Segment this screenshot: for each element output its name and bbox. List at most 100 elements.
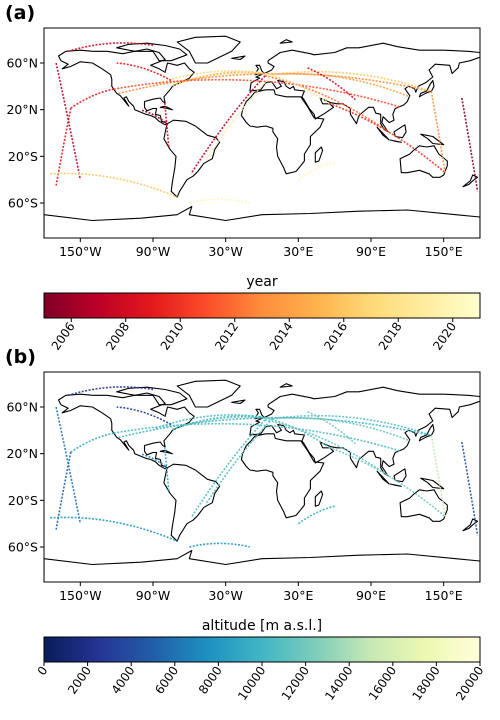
colorbar-tick-label: 2020 xyxy=(430,320,459,353)
colorbar-tick-label: 8000 xyxy=(196,664,225,697)
coastline xyxy=(399,145,448,178)
colorbar-tick-label: 2006 xyxy=(49,320,78,353)
coastline xyxy=(44,205,480,238)
colorbar-tick-label: 2012 xyxy=(212,320,241,353)
colorbar-tick-label: 6000 xyxy=(152,664,181,697)
coastline xyxy=(418,423,435,442)
coastline xyxy=(314,146,324,163)
colorbar-tick-label: 10000 xyxy=(235,664,268,703)
flight-track xyxy=(272,414,432,437)
coastline xyxy=(279,383,293,388)
colorbar-tick-label: 12000 xyxy=(279,664,312,703)
colorbar-tick-label: 2010 xyxy=(158,320,187,353)
coastline xyxy=(163,119,221,198)
coastline xyxy=(240,433,325,519)
x-tick-label: 150°W xyxy=(59,244,101,259)
flight-track xyxy=(155,414,262,429)
coastline xyxy=(462,174,479,188)
y-tick-label: 20°S xyxy=(8,493,38,508)
coastline xyxy=(44,549,480,582)
flight-track xyxy=(67,42,154,53)
coastline xyxy=(116,386,188,406)
coastline xyxy=(249,386,480,477)
flight-track xyxy=(307,411,356,445)
coastline xyxy=(163,463,221,542)
colorbar-tick-label: 18000 xyxy=(409,664,442,703)
x-tick-label: 150°W xyxy=(59,588,101,603)
flight-track xyxy=(50,172,178,198)
coastline xyxy=(116,42,188,62)
flight-track xyxy=(172,72,273,87)
flight-track xyxy=(461,441,479,536)
x-tick-label: 90°E xyxy=(356,244,386,259)
flight-track xyxy=(190,419,266,519)
flight-track xyxy=(261,72,330,105)
flight-track xyxy=(430,91,446,173)
coastline xyxy=(231,399,246,405)
panel-label-a: (a) xyxy=(5,2,36,24)
flight-track xyxy=(205,418,273,505)
x-tick-label: 30°W xyxy=(208,244,243,259)
flight-track xyxy=(307,67,356,101)
coastline xyxy=(159,105,173,111)
flight-track xyxy=(155,70,262,85)
x-tick-label: 90°E xyxy=(356,588,386,603)
flight-track xyxy=(430,435,446,517)
y-tick-label: 60°S xyxy=(8,196,38,211)
y-tick-label: 60°N xyxy=(6,56,38,71)
flight-track xyxy=(113,422,401,452)
map-frame xyxy=(43,27,481,239)
flight-track xyxy=(272,72,410,98)
coastline xyxy=(279,39,293,44)
colorbar-tick-label: 0 xyxy=(35,664,51,678)
coastline xyxy=(314,490,324,507)
flight-track xyxy=(141,109,167,124)
flight-track xyxy=(172,416,273,431)
flight-track xyxy=(55,62,82,180)
coastline xyxy=(376,126,390,141)
y-tick-label: 60°N xyxy=(6,400,38,415)
flight-track xyxy=(163,446,170,492)
coastline xyxy=(57,392,195,470)
colorbar-tick-label: 2000 xyxy=(65,664,94,697)
coastline xyxy=(420,477,445,490)
colorbar xyxy=(43,636,481,663)
x-tick-label: 90°W xyxy=(136,244,171,259)
coastline xyxy=(418,79,435,98)
map-frame xyxy=(43,371,481,583)
y-tick-label: 20°N xyxy=(6,102,38,117)
coastline xyxy=(231,55,246,61)
flight-track xyxy=(264,419,389,477)
flight-track xyxy=(297,505,335,525)
flight-track xyxy=(55,451,72,530)
coastline xyxy=(159,449,173,455)
colorbar-tick-label: 14000 xyxy=(322,664,355,703)
coastline xyxy=(399,489,448,522)
colorbar-tick-label: 2018 xyxy=(376,320,405,353)
coastline xyxy=(240,89,325,175)
flight-track xyxy=(55,107,72,186)
map-plot-area xyxy=(44,35,480,238)
coastline xyxy=(57,48,195,126)
coastline xyxy=(389,139,402,143)
flight-track xyxy=(328,446,446,518)
map-panel-0: 150°W 90°W 30°W 30°E 90°E 150°E 60°N 20°N 20°S 60… xyxy=(6,27,481,353)
coastline xyxy=(420,133,445,146)
flight-track xyxy=(189,542,251,548)
flight-track xyxy=(113,78,401,108)
coastline xyxy=(376,470,390,485)
x-tick-label: 150°E xyxy=(425,588,463,603)
x-tick-label: 90°W xyxy=(136,588,171,603)
map-panel-1: 150°W 90°W 30°W 30°E 90°E 150°E 60°N 20°N 20°S 60… xyxy=(6,371,486,703)
x-tick-label: 30°W xyxy=(208,588,243,603)
flight-track xyxy=(116,406,172,426)
coastline xyxy=(389,483,402,487)
x-tick-label: 30°E xyxy=(283,244,313,259)
flight-track xyxy=(272,70,432,93)
flight-track xyxy=(70,88,114,109)
flight-track xyxy=(55,406,82,524)
flight-track xyxy=(118,416,432,439)
colorbar xyxy=(43,292,481,319)
flight-track xyxy=(50,516,178,542)
